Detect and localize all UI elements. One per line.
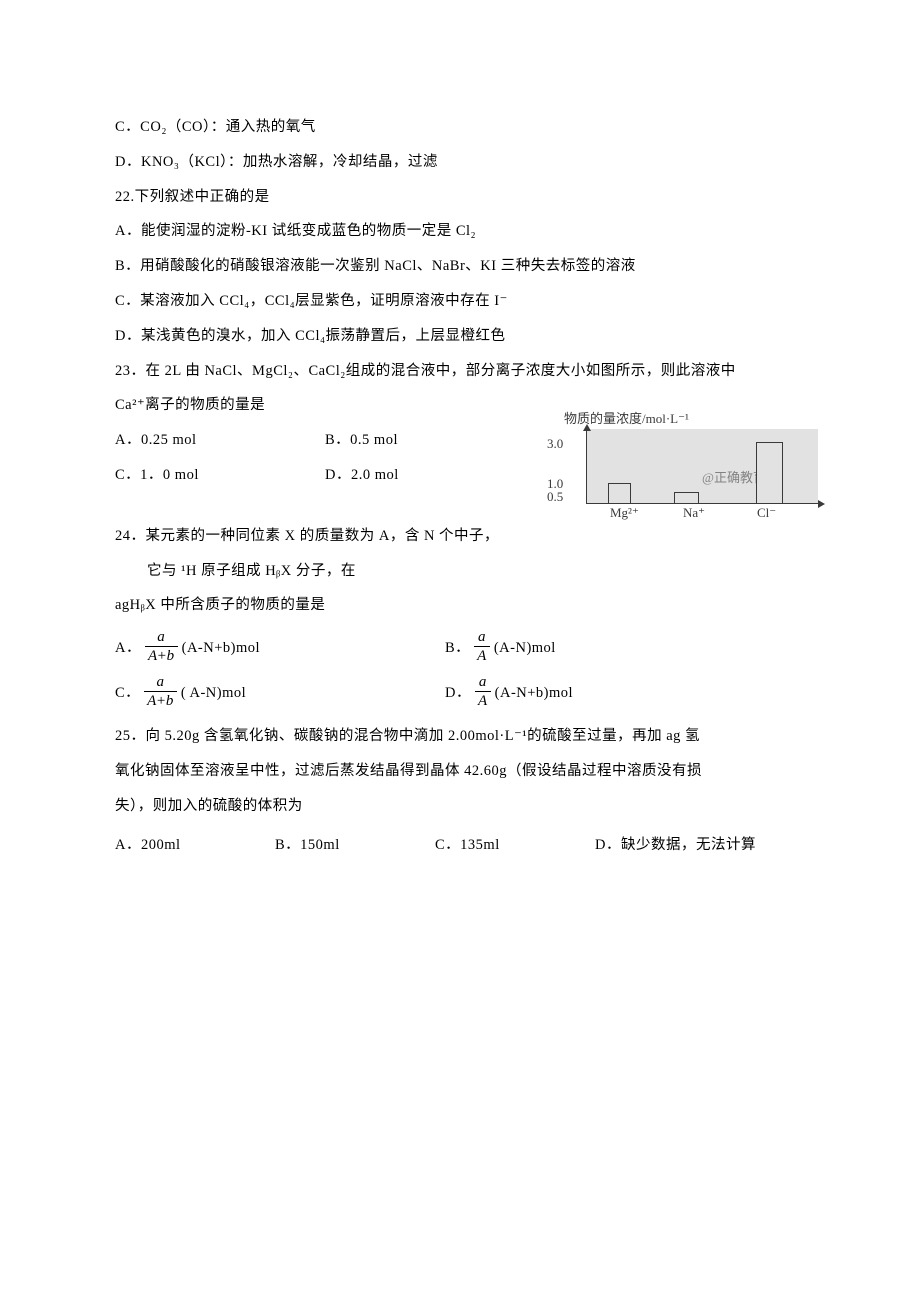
- chart-area: @正确教育 3.01.00.5Mg²⁺Na⁺Cl⁻: [539, 429, 825, 529]
- frac-c: a A+b: [144, 674, 177, 711]
- frac-d: a A: [475, 674, 491, 711]
- q24-opt-c: C． a A+b ( A-N)mol: [115, 674, 445, 711]
- option-c: C．CO₂（CO）：通入热的氧气: [115, 110, 805, 145]
- q22-b: B．用硝酸酸化的硝酸银溶液能一次鉴别 NaCl、NaBr、KI 三种失去标签的溶…: [115, 249, 805, 284]
- opt-c-label: C．: [115, 680, 140, 706]
- q25-stem3: 失），则加入的硫酸的体积为: [115, 789, 805, 824]
- opt-a-post: (A-N+b)mol: [182, 635, 260, 661]
- x-axis-label: Mg²⁺: [610, 505, 639, 521]
- option-d: D．KNO₃（KCl）：加热水溶解，冷却结晶，过滤: [115, 145, 805, 180]
- q24-opt-a: A． a A+b (A-N+b)mol: [115, 629, 445, 666]
- y-axis-label: 0.5: [547, 489, 563, 505]
- frac-a: a A+b: [145, 629, 178, 666]
- q24-stem2: 它与 ¹H 原子组成 HᵦX 分子，在: [147, 554, 805, 589]
- q22: 22.下列叙述中正确的是: [115, 180, 805, 215]
- opt-d-post: (A-N+b)mol: [495, 680, 573, 706]
- q24-opt-d: D． a A (A-N+b)mol: [445, 674, 573, 711]
- frac-b-den: A: [474, 646, 490, 667]
- y-axis-arrow-icon: [583, 424, 591, 431]
- q22-d: D．某浅黄色的溴水，加入 CCl₄振荡静置后，上层显橙红色: [115, 319, 805, 354]
- q25-opt-c: C．135ml: [435, 828, 595, 863]
- q24-frac-row1: A． a A+b (A-N+b)mol B． a A (A-N)mol: [115, 629, 805, 666]
- q23-opt-c: C．1．0 mol: [115, 458, 325, 493]
- frac-c-num: a: [153, 674, 167, 691]
- q25-opt-a: A．200ml: [115, 828, 275, 863]
- q23-opt-d: D．2.0 mol: [325, 458, 399, 493]
- chart-bar: [756, 442, 783, 504]
- q23-stem-a: 23．在 2L 由 NaCl、MgCl₂、CaCl₂组成的混合液中，部分离子浓度…: [115, 354, 805, 389]
- frac-a-num: a: [154, 629, 168, 646]
- chart-title: 物质的量浓度/mol·L⁻¹: [564, 408, 825, 427]
- frac-b-num: a: [475, 629, 489, 646]
- ion-concentration-chart: 物质的量浓度/mol·L⁻¹ @正确教育 3.01.00.5Mg²⁺Na⁺Cl⁻: [539, 408, 825, 526]
- frac-c-den: A+b: [144, 691, 177, 712]
- q23-opt-a: A．0.25 mol: [115, 423, 325, 458]
- q24-frac-row2: C． a A+b ( A-N)mol D． a A (A-N+b)mol: [115, 674, 805, 711]
- x-axis-label: Cl⁻: [757, 505, 776, 521]
- q24-stem3: agHᵦX 中所含质子的物质的量是: [115, 588, 805, 623]
- q25-opt-b: B．150ml: [275, 828, 435, 863]
- chart-bar: [674, 492, 699, 504]
- frac-d-num: a: [476, 674, 490, 691]
- opt-d-label: D．: [445, 680, 471, 706]
- q24-opt-b: B． a A (A-N)mol: [445, 629, 556, 666]
- q25-row: A．200ml B．150ml C．135ml D．缺少数据，无法计算: [115, 828, 805, 863]
- frac-b: a A: [474, 629, 490, 666]
- opt-c-post: ( A-N)mol: [181, 680, 246, 706]
- x-axis-arrow-icon: [818, 500, 825, 508]
- chart-bar: [608, 483, 631, 504]
- q25-opt-d: D．缺少数据，无法计算: [595, 828, 756, 863]
- chart-plot: @正确教育: [586, 429, 818, 504]
- frac-a-den: A+b: [145, 646, 178, 667]
- opt-a-label: A．: [115, 635, 141, 661]
- q23-opt-b: B．0.5 mol: [325, 423, 398, 458]
- q22-c: C．某溶液加入 CCl₄，CCl₄层显紫色，证明原溶液中存在 I⁻: [115, 284, 805, 319]
- frac-d-den: A: [475, 691, 491, 712]
- q22-a: A．能使润湿的淀粉-KI 试纸变成蓝色的物质一定是 Cl₂: [115, 214, 805, 249]
- q25-stem1: 25．向 5.20g 含氢氧化钠、碳酸钠的混合物中滴加 2.00mol·L⁻¹的…: [115, 719, 805, 754]
- x-axis-label: Na⁺: [683, 505, 705, 521]
- y-axis-label: 3.0: [547, 436, 563, 452]
- opt-b-label: B．: [445, 635, 470, 661]
- q25-stem2: 氧化钠固体至溶液呈中性，过滤后蒸发结晶得到晶体 42.60g（假设结晶过程中溶质…: [115, 754, 805, 789]
- opt-b-post: (A-N)mol: [494, 635, 556, 661]
